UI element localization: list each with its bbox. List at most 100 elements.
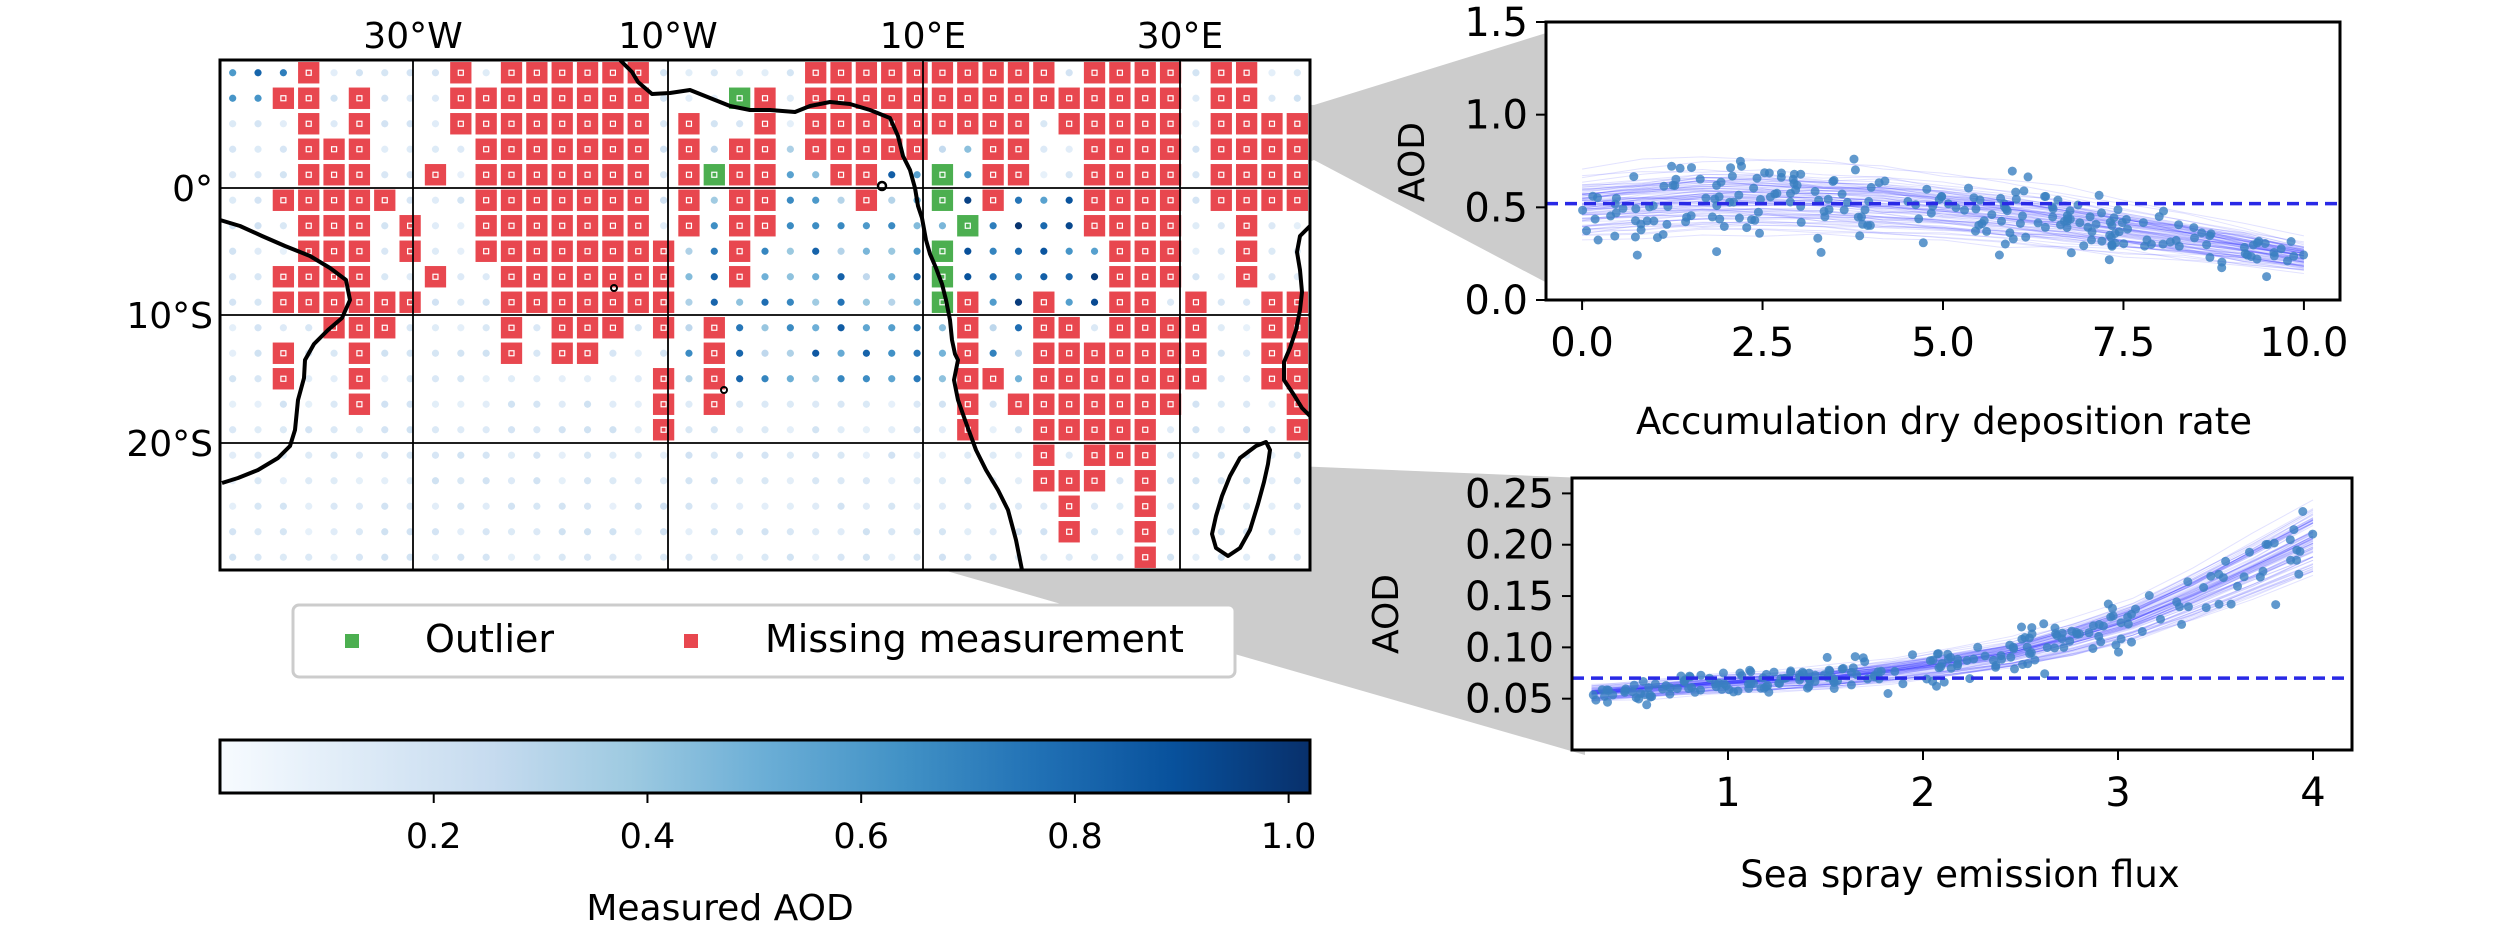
missing-cell bbox=[1235, 240, 1258, 262]
data-point bbox=[2205, 252, 2215, 262]
missing-cell-marker bbox=[1116, 95, 1123, 102]
aod-cell bbox=[1065, 69, 1073, 77]
missing-cell bbox=[1134, 419, 1156, 441]
data-point bbox=[1988, 655, 1998, 665]
missing-cell bbox=[298, 164, 320, 186]
aod-cell bbox=[381, 553, 389, 561]
missing-cell-marker bbox=[837, 120, 845, 127]
aod-cell bbox=[1293, 502, 1301, 510]
missing-cell bbox=[1261, 368, 1283, 390]
colorbar-tick-label: 0.2 bbox=[406, 817, 462, 857]
data-point bbox=[2174, 220, 2184, 230]
missing-cell bbox=[526, 113, 548, 135]
aod-cell bbox=[457, 400, 465, 408]
aod-cell bbox=[1166, 553, 1175, 561]
aod-cell bbox=[229, 375, 237, 383]
missing-cell-marker bbox=[1040, 426, 1047, 433]
missing-cell bbox=[298, 291, 320, 313]
missing-cell-marker bbox=[1116, 401, 1123, 408]
data-point bbox=[1759, 683, 1769, 693]
aod-cell bbox=[660, 477, 668, 485]
legend-swatch-missing bbox=[684, 634, 698, 648]
missing-cell-marker bbox=[913, 120, 921, 127]
aod-cell bbox=[1065, 298, 1073, 306]
missing-cell bbox=[1210, 138, 1232, 160]
missing-cell-marker bbox=[990, 171, 997, 178]
aod-cell bbox=[381, 247, 389, 255]
sample-trend-line bbox=[1582, 208, 2304, 266]
missing-cell bbox=[627, 164, 649, 186]
data-point bbox=[2065, 206, 2075, 216]
aod-cell bbox=[279, 426, 287, 434]
missing-cell bbox=[1134, 215, 1156, 237]
aod-cell bbox=[837, 324, 845, 332]
missing-cell bbox=[1159, 62, 1182, 84]
missing-cell bbox=[1134, 317, 1156, 339]
aod-cell bbox=[330, 451, 338, 459]
missing-cell-marker bbox=[584, 146, 591, 153]
missing-cell-marker bbox=[609, 273, 617, 280]
aod-cell bbox=[837, 502, 845, 510]
aod-cell bbox=[786, 324, 794, 332]
aod-cell bbox=[1116, 477, 1124, 485]
aod-cell bbox=[812, 477, 820, 485]
outlier-cell bbox=[931, 164, 954, 186]
missing-cell-marker bbox=[1091, 69, 1098, 76]
data-point bbox=[2057, 628, 2067, 638]
y-tick-label: 0.25 bbox=[1465, 471, 1554, 517]
data-point bbox=[2059, 643, 2069, 652]
data-point bbox=[1610, 231, 1620, 241]
aod-cell bbox=[938, 222, 947, 230]
data-point bbox=[2015, 219, 2025, 228]
colorbar-ticks: 0.2 0.4 0.6 0.8 1.0 bbox=[406, 793, 1316, 857]
missing-cell-marker bbox=[1142, 69, 1149, 76]
aod-cell bbox=[279, 324, 287, 332]
aod-cell bbox=[812, 426, 820, 434]
missing-cell-marker bbox=[508, 146, 515, 153]
map-frame bbox=[218, 58, 1312, 572]
missing-cell bbox=[551, 138, 573, 160]
missing-cell-marker bbox=[1167, 95, 1174, 102]
aod-cell bbox=[888, 502, 896, 510]
aod-cell bbox=[888, 553, 896, 561]
legend-label-missing: Missing measurement bbox=[765, 617, 1184, 661]
missing-cell-marker bbox=[559, 146, 566, 153]
missing-cell-marker bbox=[533, 248, 540, 255]
data-point bbox=[1980, 651, 1990, 661]
data-point bbox=[2137, 627, 2147, 636]
missing-cell-marker bbox=[1066, 401, 1073, 408]
data-point bbox=[1798, 667, 1807, 677]
sample-trend-line bbox=[1582, 156, 2305, 246]
aod-cell bbox=[938, 477, 947, 485]
data-point bbox=[2221, 556, 2231, 566]
aod-cell bbox=[786, 69, 794, 77]
missing-cell-marker bbox=[888, 146, 895, 153]
aod-cell bbox=[786, 451, 794, 459]
data-point bbox=[1695, 174, 1705, 184]
missing-cell bbox=[399, 240, 421, 262]
aod-cell bbox=[431, 553, 440, 561]
aod-cell bbox=[1192, 528, 1200, 536]
aod-cell bbox=[913, 477, 921, 485]
missing-cell bbox=[298, 113, 320, 135]
aod-cell bbox=[330, 502, 338, 510]
sample-trend-line bbox=[1582, 233, 2304, 270]
missing-cell-marker bbox=[1268, 375, 1276, 382]
missing-cell bbox=[576, 138, 599, 160]
missing-cell bbox=[374, 317, 396, 339]
aod-cell bbox=[989, 349, 997, 357]
missing-cell bbox=[348, 266, 371, 288]
missing-cell bbox=[1261, 113, 1283, 135]
xlabel-seaspray: Sea spray emission flux bbox=[1740, 853, 2179, 896]
map-y-tick: 20°S bbox=[126, 424, 213, 465]
missing-cell-marker bbox=[1066, 324, 1073, 331]
missing-cell-marker bbox=[1268, 197, 1276, 204]
missing-cell-marker bbox=[660, 375, 667, 382]
missing-cell-marker bbox=[761, 95, 769, 102]
missing-cell bbox=[1185, 368, 1207, 390]
aod-cell bbox=[482, 273, 490, 281]
missing-cell-marker bbox=[330, 248, 338, 255]
missing-cell-marker bbox=[559, 324, 566, 331]
missing-cell bbox=[1185, 317, 1207, 339]
missing-cell-marker bbox=[609, 120, 617, 127]
